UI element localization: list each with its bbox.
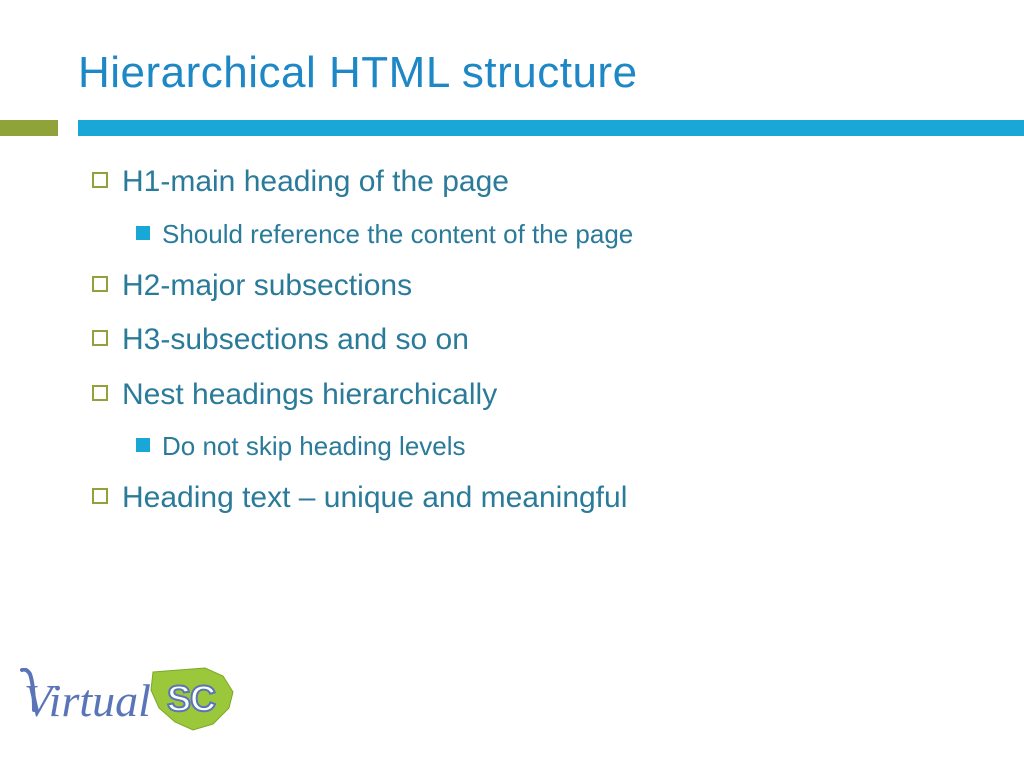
content-area: H1-main heading of the page Should refer… — [0, 136, 1024, 519]
list-subitem: Do not skip heading levels — [136, 429, 964, 464]
square-bullet-icon — [92, 385, 108, 401]
filled-square-bullet-icon — [136, 438, 150, 452]
bullet-text: Should reference the content of the page — [162, 217, 633, 252]
filled-square-bullet-icon — [136, 226, 150, 240]
bullet-text: H1-main heading of the page — [122, 162, 509, 203]
list-subitem: Should reference the content of the page — [136, 217, 964, 252]
divider-accent-right — [78, 120, 1024, 136]
slide-title: Hierarchical HTML structure — [0, 0, 1024, 120]
bullet-text: H2-major subsections — [122, 266, 412, 307]
bullet-text: Do not skip heading levels — [162, 429, 466, 464]
divider-accent-left — [0, 120, 58, 136]
list-item: H1-main heading of the page — [92, 162, 964, 203]
logo-word: Virtual — [24, 674, 151, 727]
list-item: Nest headings hierarchically — [92, 375, 964, 416]
virtualsc-logo: Virtual SC — [24, 664, 241, 736]
logo-state-badge: SC — [145, 664, 241, 736]
bullet-text: Heading text – unique and meaningful — [122, 478, 627, 519]
list-item: H3-subsections and so on — [92, 320, 964, 361]
divider-bar — [0, 120, 1024, 136]
bullet-text: Nest headings hierarchically — [122, 375, 497, 416]
list-item: Heading text – unique and meaningful — [92, 478, 964, 519]
bullet-text: H3-subsections and so on — [122, 320, 469, 361]
square-bullet-icon — [92, 276, 108, 292]
logo-suffix-text: SC — [167, 678, 215, 720]
list-item: H2-major subsections — [92, 266, 964, 307]
square-bullet-icon — [92, 488, 108, 504]
square-bullet-icon — [92, 172, 108, 188]
square-bullet-icon — [92, 330, 108, 346]
logo-swoosh-icon — [20, 668, 48, 716]
